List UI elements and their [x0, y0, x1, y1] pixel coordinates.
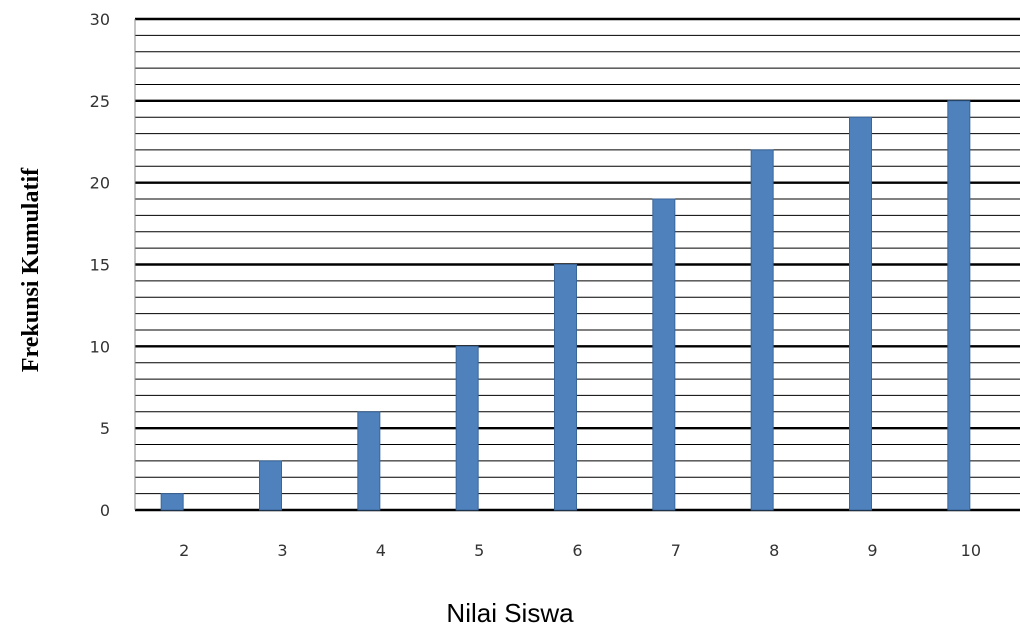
x-axis-label: Nilai Siswa	[446, 598, 574, 628]
y-tick-label: 5	[100, 419, 110, 438]
y-tick-labels: 0 5 10 15 20 25 30	[90, 10, 110, 520]
bar-4	[357, 411, 381, 511]
x-tick-label: 3	[277, 541, 287, 560]
x-tick-label: 7	[671, 541, 681, 560]
bar-9	[849, 116, 872, 511]
y-tick-label: 0	[100, 501, 110, 520]
bar-2	[160, 493, 184, 511]
bar-5	[455, 345, 479, 511]
x-tick-label: 2	[179, 541, 189, 560]
y-tick-label: 15	[90, 256, 110, 275]
bar-7	[652, 198, 676, 511]
y-tick-label: 20	[90, 174, 110, 193]
x-tick-label: 8	[769, 541, 779, 560]
gridlines	[134, 17, 1020, 512]
x-tick-label: 5	[474, 541, 484, 560]
y-tick-label: 25	[90, 92, 110, 111]
bars	[160, 100, 971, 511]
x-tick-label: 10	[961, 541, 981, 560]
bar-3	[259, 460, 282, 511]
y-tick-label: 30	[90, 10, 110, 29]
x-tick-labels: 2 3 4 5 6 7 8 9 10	[179, 541, 981, 560]
y-tick-label: 10	[90, 337, 110, 356]
bar-10	[947, 100, 971, 511]
y-axis-label: Frekunsi Kumulatif	[18, 167, 44, 372]
x-tick-label: 6	[572, 541, 582, 560]
x-tick-label: 4	[376, 541, 386, 560]
bar-6	[554, 264, 577, 511]
x-tick-label: 9	[867, 541, 877, 560]
bar-8	[750, 149, 774, 511]
